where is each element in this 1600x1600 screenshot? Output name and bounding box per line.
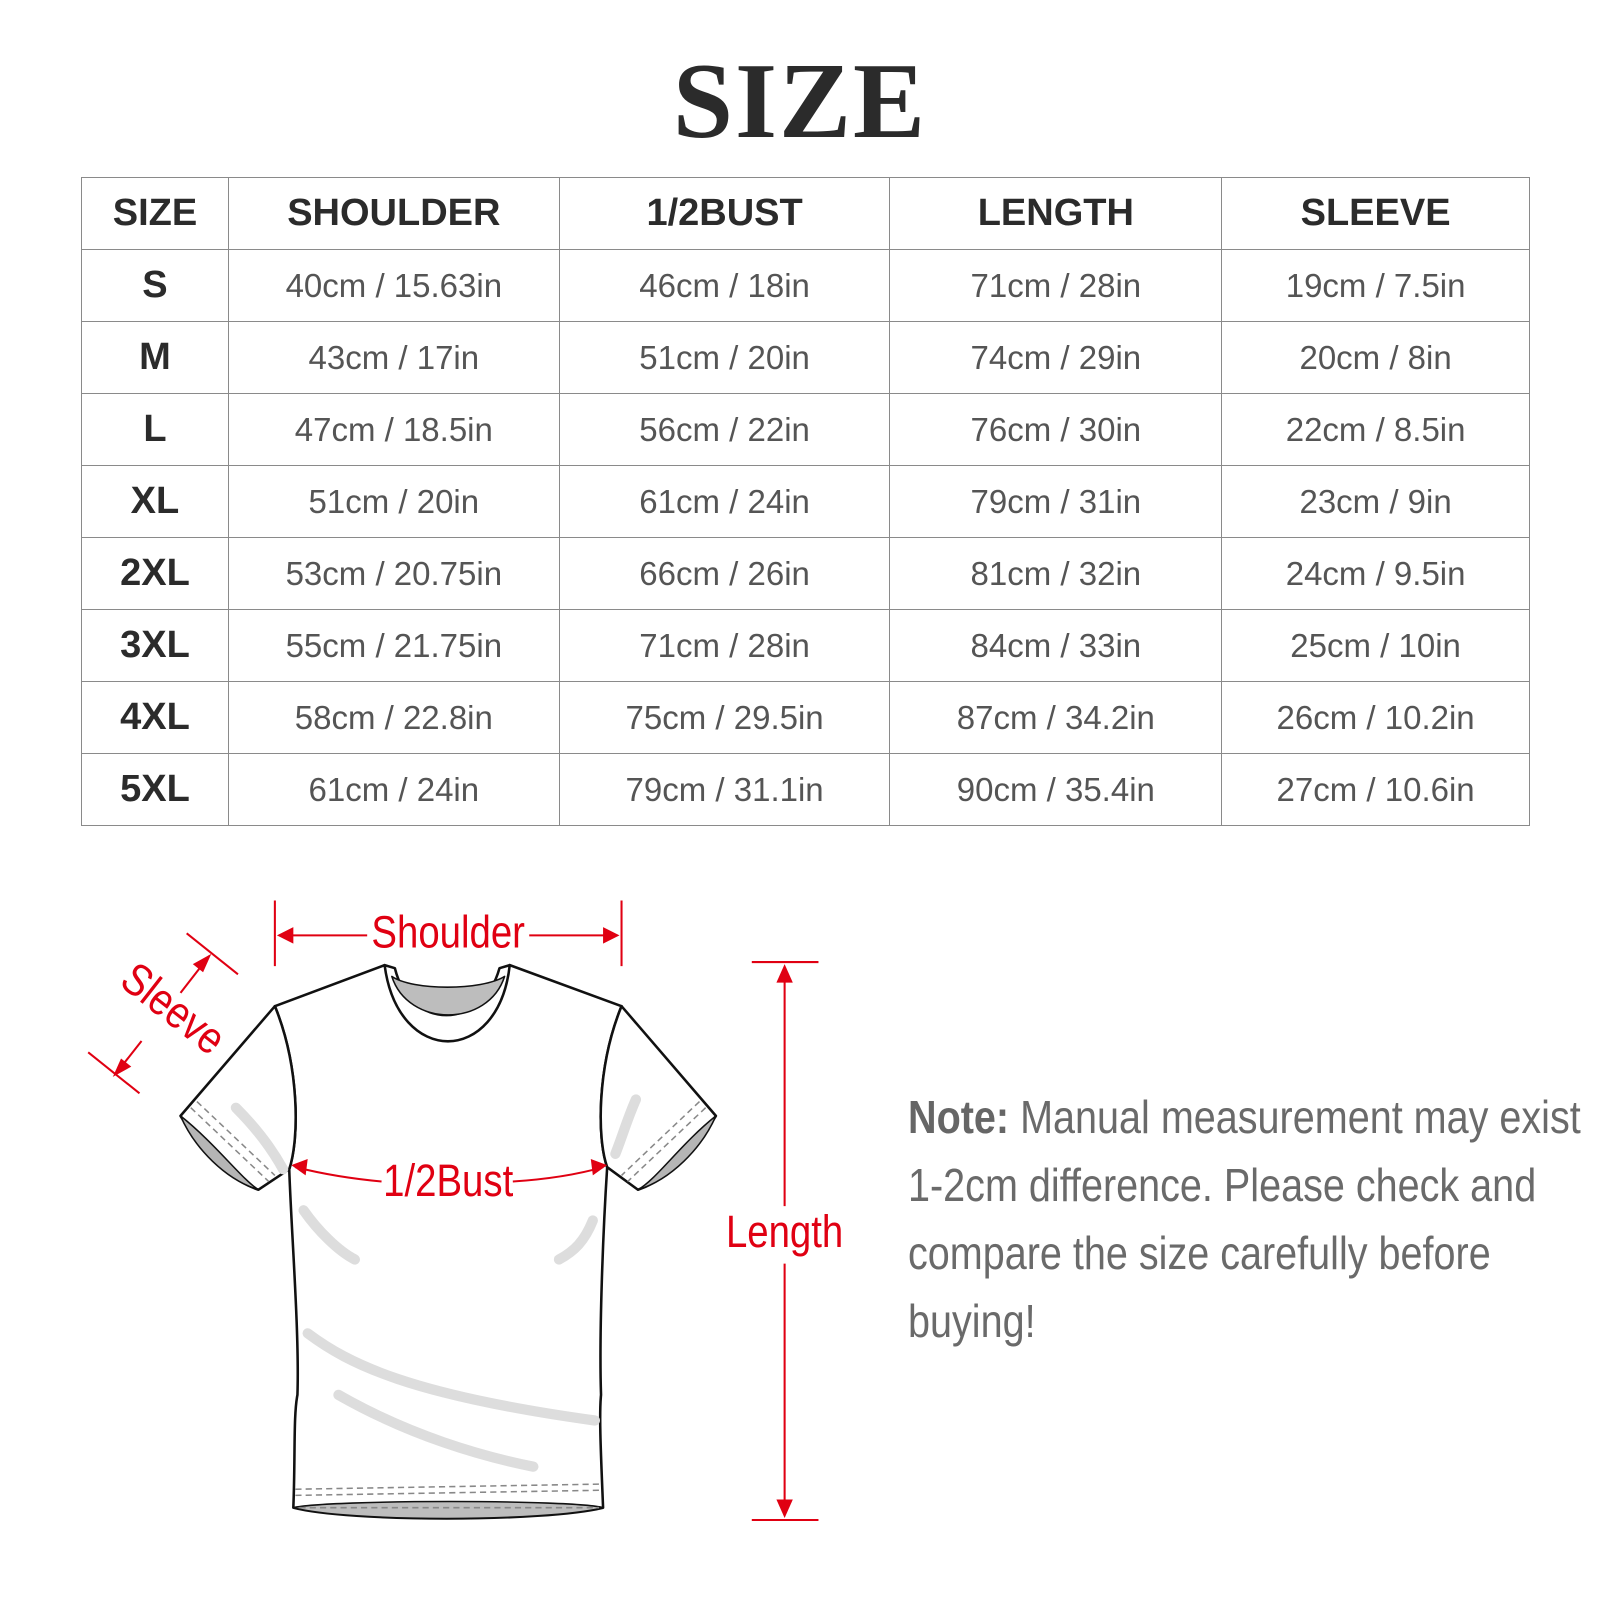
measurement-cell: 24cm / 9.5in	[1221, 537, 1530, 610]
measurement-cell: 75cm / 29.5in	[558, 681, 891, 754]
measurement-cell: 22cm / 8.5in	[1221, 393, 1530, 466]
measurement-note: Note: Manual measurement may exist 1-2cm…	[908, 1083, 1587, 1355]
measurement-cell: 43cm / 17in	[227, 321, 560, 394]
table-row: 4XL 58cm / 22.8in 75cm / 29.5in 87cm / 34.2…	[81, 681, 1530, 754]
size-cell: XL	[81, 465, 229, 538]
measurement-cell: 56cm / 22in	[558, 393, 891, 466]
column-header: SLEEVE	[1221, 177, 1530, 250]
size-chart-table: SIZE SHOULDER 1/2BUST LENGTH SLEEVE S 40cm / …	[81, 177, 1530, 826]
measurement-cell: 40cm / 15.63in	[227, 249, 560, 322]
measurement-cell: 74cm / 29in	[889, 321, 1223, 394]
shoulder-label: Shoulder	[371, 907, 525, 958]
table-row: XL 51cm / 20in 61cm / 24in 79cm / 31in 23cm …	[81, 465, 1530, 538]
size-cell: L	[81, 393, 229, 466]
bust-label: 1/2Bust	[383, 1155, 513, 1206]
column-header: LENGTH	[889, 177, 1223, 250]
measurement-cell: 51cm / 20in	[227, 465, 560, 538]
measurement-cell: 20cm / 8in	[1221, 321, 1530, 394]
column-header: SIZE	[81, 177, 229, 250]
note-text: Manual measurement may exist 1-2cm diffe…	[908, 1091, 1581, 1347]
size-cell: M	[81, 321, 229, 394]
table-row: S 40cm / 15.63in 46cm / 18in 71cm / 28in 19c…	[81, 249, 1530, 322]
size-cell: 5XL	[81, 753, 229, 826]
measurement-cell: 46cm / 18in	[558, 249, 891, 322]
measurement-cell: 66cm / 26in	[558, 537, 891, 610]
measurement-cell: 84cm / 33in	[889, 609, 1223, 682]
table-row: 5XL 61cm / 24in 79cm / 31.1in 90cm / 35.4in…	[81, 753, 1530, 826]
size-cell: S	[81, 249, 229, 322]
measurement-cell: 90cm / 35.4in	[889, 753, 1223, 826]
table-row: L 47cm / 18.5in 56cm / 22in 76cm / 30in 22cm…	[81, 393, 1530, 466]
measurement-cell: 19cm / 7.5in	[1221, 249, 1530, 322]
measurement-cell: 25cm / 10in	[1221, 609, 1530, 682]
measurement-cell: 61cm / 24in	[227, 753, 560, 826]
size-cell: 4XL	[81, 681, 229, 754]
header-row: SIZE SHOULDER 1/2BUST LENGTH SLEEVE	[81, 177, 1530, 250]
measurement-cell: 71cm / 28in	[889, 249, 1223, 322]
note-label: Note:	[908, 1091, 1010, 1143]
measurement-cell: 23cm / 9in	[1221, 465, 1530, 538]
length-label: Length	[726, 1206, 843, 1257]
page-title: SIZE	[672, 42, 928, 161]
measurement-cell: 26cm / 10.2in	[1221, 681, 1530, 754]
measurement-cell: 61cm / 24in	[558, 465, 891, 538]
size-cell: 3XL	[81, 609, 229, 682]
table-row: M 43cm / 17in 51cm / 20in 74cm / 29in 20cm /…	[81, 321, 1530, 394]
measurement-cell: 55cm / 21.75in	[227, 609, 560, 682]
table-row: 2XL 53cm / 20.75in 66cm / 26in 81cm / 32in 2…	[81, 537, 1530, 610]
measurement-cell: 79cm / 31.1in	[558, 753, 891, 826]
measurement-cell: 47cm / 18.5in	[227, 393, 560, 466]
measurement-cell: 27cm / 10.6in	[1221, 753, 1530, 826]
measurement-cell: 81cm / 32in	[889, 537, 1223, 610]
table-row: 3XL 55cm / 21.75in 71cm / 28in 84cm / 33in 2…	[81, 609, 1530, 682]
measurement-cell: 76cm / 30in	[889, 393, 1223, 466]
measurement-cell: 71cm / 28in	[558, 609, 891, 682]
column-header: 1/2BUST	[558, 177, 891, 250]
measurement-cell: 58cm / 22.8in	[227, 681, 560, 754]
measurement-guides	[87, 900, 819, 1522]
measurement-cell: 53cm / 20.75in	[227, 537, 560, 610]
tshirt-illustration	[179, 963, 718, 1520]
sleeve-label: Sleeve	[112, 952, 236, 1064]
